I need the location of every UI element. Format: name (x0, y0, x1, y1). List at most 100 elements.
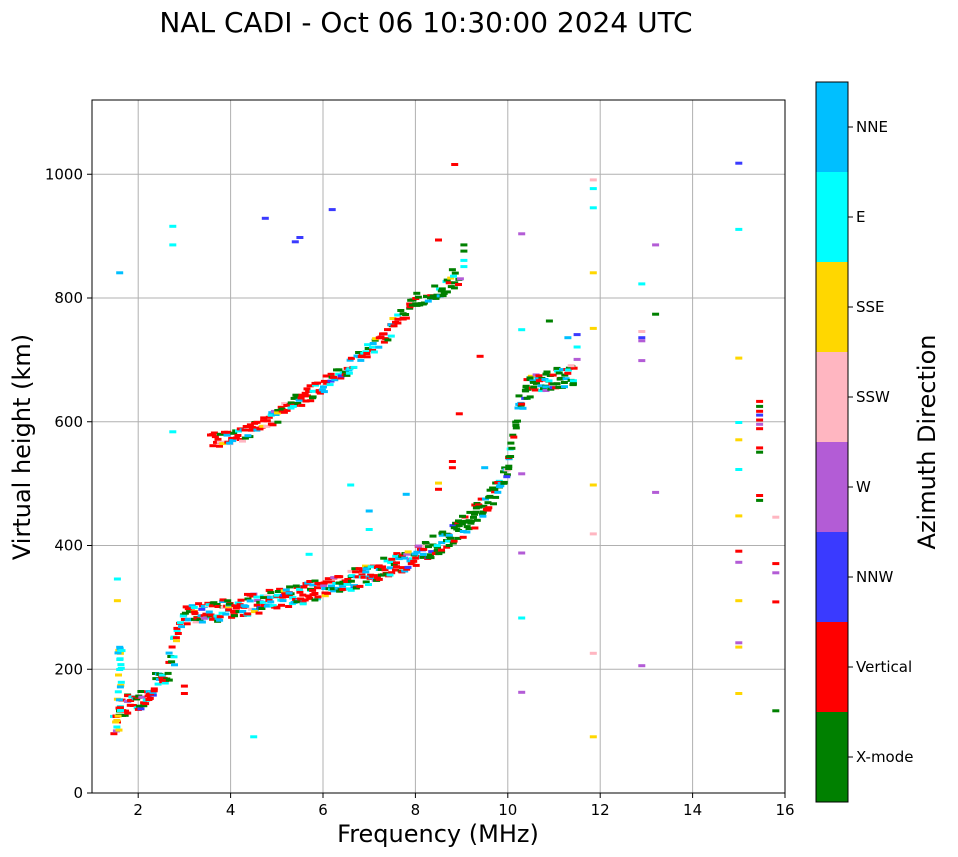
echo-point (557, 376, 565, 380)
echo-point (289, 404, 297, 408)
echo-point (490, 502, 497, 506)
echo-point (147, 692, 155, 696)
echo-point (228, 615, 236, 619)
echo-point (362, 570, 370, 574)
echo-point (772, 515, 780, 519)
echo-point (437, 289, 445, 293)
echo-point (258, 607, 266, 610)
echo-point (281, 594, 289, 597)
echo-point (346, 358, 354, 362)
echo-point (330, 589, 338, 593)
echo-point (158, 673, 166, 677)
echo-point (476, 354, 484, 358)
echo-point (226, 602, 233, 606)
echo-point (209, 444, 217, 448)
echo-point (403, 567, 411, 571)
echo-point (322, 374, 330, 378)
echo-point (494, 490, 502, 494)
echo-point (533, 381, 540, 385)
echo-point (255, 611, 263, 615)
echo-point (522, 385, 530, 389)
echo-point (389, 317, 397, 320)
echo-point (486, 494, 494, 498)
echo-point (344, 578, 352, 581)
echo-point (117, 666, 125, 670)
echo-point (375, 577, 383, 581)
echo-point (500, 470, 507, 474)
echo-point (195, 602, 203, 606)
colorbar-tick-label: SSW (856, 388, 890, 406)
echo-point (542, 389, 550, 392)
echo-point (200, 616, 208, 620)
echo-point (137, 690, 145, 693)
echo-point (482, 497, 489, 501)
echo-point (477, 497, 485, 501)
echo-point (242, 425, 250, 428)
echo-point (304, 581, 312, 585)
echo-point (384, 328, 391, 332)
echo-point (192, 620, 200, 624)
echo-point (392, 554, 400, 558)
echo-point (356, 584, 364, 588)
echo-point (337, 374, 345, 378)
echo-point (207, 613, 215, 617)
echo-point (505, 467, 513, 471)
echo-point (553, 369, 561, 373)
echo-point (372, 337, 380, 341)
echo-point (364, 343, 372, 347)
echo-point (456, 277, 464, 281)
echo-point (388, 571, 396, 575)
echo-point (335, 368, 343, 372)
echo-point (240, 604, 248, 608)
echo-point (219, 442, 227, 446)
echo-point (269, 423, 277, 427)
echo-point (360, 575, 368, 579)
echo-point (471, 512, 478, 516)
echo-point (475, 503, 483, 507)
echo-point (465, 527, 473, 531)
echo-point (127, 699, 135, 702)
y-tick-label: 600 (54, 413, 83, 431)
echo-point (429, 294, 437, 298)
echo-point (216, 432, 224, 436)
echo-point (772, 562, 780, 566)
echo-point (137, 707, 145, 711)
echo-point (351, 567, 359, 571)
echo-point (302, 399, 310, 403)
echo-point (384, 338, 392, 342)
echo-point (329, 587, 337, 591)
echo-point (305, 552, 313, 556)
echo-point (248, 428, 255, 432)
echo-point (299, 602, 307, 606)
echo-point (439, 294, 447, 298)
echo-point (214, 437, 222, 441)
echo-point (149, 690, 157, 694)
echo-point (414, 295, 422, 299)
echo-point (336, 575, 344, 579)
echo-point (314, 586, 321, 590)
y-tick-label: 1000 (45, 165, 83, 183)
echo-point (180, 684, 188, 688)
echo-point (386, 566, 394, 570)
echo-point (196, 618, 204, 622)
echo-point (450, 539, 458, 543)
echo-point (424, 299, 432, 303)
echo-point (381, 568, 389, 572)
colorbar-swatch (816, 262, 848, 352)
echo-point (357, 358, 365, 362)
echo-point (549, 373, 557, 377)
echo-point (116, 685, 124, 689)
echo-point (479, 510, 487, 514)
echo-point (171, 663, 178, 667)
echo-point (173, 629, 181, 632)
echo-point (379, 565, 386, 569)
echo-point (500, 480, 508, 484)
echo-point (397, 309, 405, 312)
echo-point (274, 420, 282, 424)
echo-point (223, 433, 231, 437)
echo-point (531, 388, 539, 392)
echo-point (454, 536, 462, 540)
echo-point (276, 587, 284, 591)
echo-point (468, 519, 475, 523)
echo-point (560, 381, 568, 384)
